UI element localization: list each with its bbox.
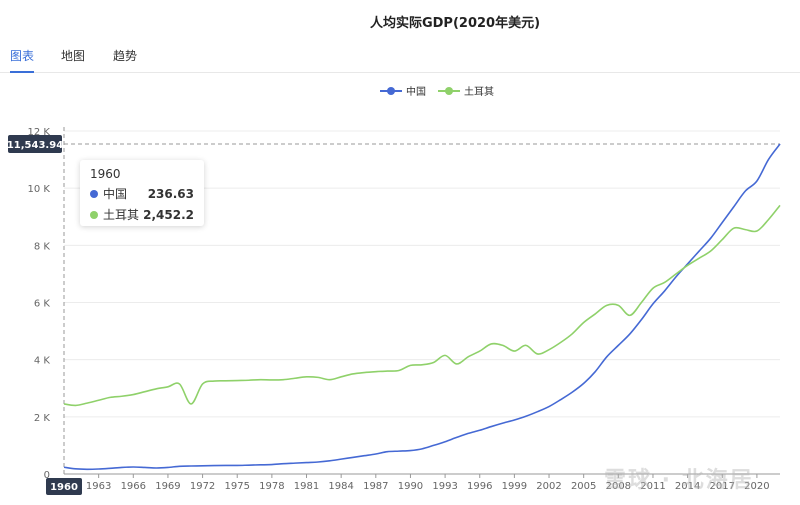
crosshair-y-label-bg bbox=[8, 135, 62, 154]
view-tabs: 图表 地图 趋势 bbox=[0, 44, 800, 73]
watermark: 雪球 · 北海居 bbox=[604, 468, 754, 493]
crosshair-y-label: 11,543.94 bbox=[7, 140, 63, 151]
chart-title: 人均实际GDP(2020年美元) bbox=[369, 16, 541, 31]
tooltip-dot-china bbox=[90, 189, 98, 198]
series-line-turkey bbox=[63, 204, 781, 407]
x-tick-label: 1966 bbox=[121, 481, 146, 492]
x-tick-label: 1984 bbox=[328, 481, 353, 492]
y-tick-label: 0 bbox=[44, 470, 50, 481]
crosshair-x-label: 1960 bbox=[50, 482, 78, 493]
x-tick-label: 1996 bbox=[467, 481, 492, 492]
tooltip-value-turkey: 2,452.2 bbox=[143, 207, 194, 222]
y-tick-label: 2 K bbox=[34, 413, 51, 424]
x-tick-label: 1987 bbox=[363, 481, 388, 492]
tooltip: 1960 中国 236.63 土耳其 2,452.2 bbox=[80, 160, 204, 226]
y-tick-label: 10 K bbox=[28, 184, 51, 195]
tab-map[interactable]: 地图 bbox=[61, 49, 86, 63]
tooltip-name-china: 中国 bbox=[103, 187, 128, 201]
x-tick-label: 2008 bbox=[606, 481, 631, 492]
x-tick-label: 1975 bbox=[224, 481, 249, 492]
legend-item-china[interactable]: 中国 bbox=[380, 83, 426, 98]
series-line-china bbox=[63, 143, 781, 471]
x-tick-label: 2020 bbox=[744, 481, 769, 492]
x-tick-label: 2014 bbox=[675, 481, 700, 492]
legend-marker-turkey bbox=[438, 86, 460, 95]
y-tick-label: 8 K bbox=[34, 241, 51, 252]
legend-label-turkey: 土耳其 bbox=[464, 87, 494, 98]
tooltip-row-china: 中国 236.63 bbox=[90, 185, 194, 202]
tooltip-name-turkey: 土耳其 bbox=[103, 208, 140, 222]
chart-legend: 中国 土耳其 bbox=[380, 83, 494, 98]
x-tick-label: 1969 bbox=[155, 481, 180, 492]
legend-marker-china bbox=[380, 86, 402, 95]
x-tick-label: 2017 bbox=[710, 481, 735, 492]
tooltip-value-china: 236.63 bbox=[147, 186, 194, 201]
y-tick-label: 12 K bbox=[28, 127, 51, 138]
crosshair-x-label-bg bbox=[46, 478, 82, 495]
tab-trend[interactable]: 趋势 bbox=[113, 49, 138, 63]
x-tick-label: 1999 bbox=[502, 481, 527, 492]
x-tick-label: 2002 bbox=[536, 481, 561, 492]
tooltip-dot-turkey bbox=[90, 210, 98, 219]
x-tick-label: 1981 bbox=[294, 481, 319, 492]
y-tick-label: 6 K bbox=[34, 299, 51, 310]
x-tick-label: 1993 bbox=[432, 481, 457, 492]
legend-item-turkey[interactable]: 土耳其 bbox=[438, 83, 494, 98]
legend-label-china: 中国 bbox=[406, 87, 426, 98]
x-tick-label: 1990 bbox=[398, 481, 423, 492]
tooltip-row-turkey: 土耳其 2,452.2 bbox=[90, 206, 194, 223]
y-tick-label: 4 K bbox=[34, 356, 51, 367]
x-tick-label: 1963 bbox=[86, 481, 111, 492]
x-tick-label: 2011 bbox=[640, 481, 665, 492]
x-tick-label: 1972 bbox=[190, 481, 215, 492]
tooltip-year: 1960 bbox=[90, 167, 121, 181]
x-tick-label: 2005 bbox=[571, 481, 596, 492]
x-tick-label: 1978 bbox=[259, 481, 284, 492]
tab-chart[interactable]: 图表 bbox=[10, 47, 35, 73]
